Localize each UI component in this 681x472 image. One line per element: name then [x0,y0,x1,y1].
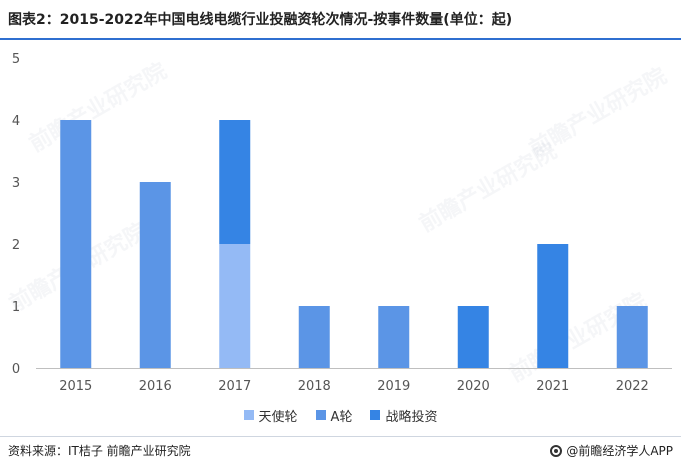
legend-item: A轮 [315,406,353,425]
legend: 天使轮 A轮 战略投资 [0,405,681,425]
bars [60,120,648,368]
x-tick-label: 2022 [616,379,649,394]
bar-2015-series-1 [60,120,92,368]
chart-title: 图表2：2015-2022年中国电线电缆行业投融资轮次情况-按事件数量(单位：起… [8,12,513,28]
bar-2016-series-1 [139,182,171,368]
bar-2022-series-1 [616,306,648,368]
legend-item: 战略投资 [370,406,437,425]
y-tick-label: 5 [12,52,20,67]
x-tick-label: 2016 [139,379,172,394]
title-divider [0,38,681,40]
legend-swatch [243,410,254,420]
legend-label: 天使轮 [258,409,298,425]
legend-label: 战略投资 [385,409,438,425]
y-tick-label: 4 [12,114,20,129]
y-tick-label: 2 [12,238,20,253]
bar-2020-series-2 [457,306,489,368]
bar-2018-series-1 [298,306,330,368]
footer-divider [0,436,681,437]
legend-swatch [315,410,326,420]
y-tick-label: 0 [12,362,20,377]
bar-chart: 0 1 2 3 4 5 2015 2016 2017 2018 2019 2020 2021 2022 [12,52,672,394]
brand: @前瞻经济学人APP [550,442,673,459]
x-tick-label: 2018 [298,379,331,394]
brand-text: @前瞻经济学人APP [566,444,673,458]
y-axis: 0 1 2 3 4 5 [12,52,20,377]
bar-2021-series-2 [537,244,569,368]
legend-item: 天使轮 [243,406,298,425]
x-tick-label: 2020 [457,379,490,394]
x-tick-label: 2019 [377,379,410,394]
legend-label: A轮 [330,409,353,425]
x-tick-label: 2015 [59,379,92,394]
legend-swatch [370,410,381,420]
y-tick-label: 3 [12,176,20,191]
brand-logo-icon [550,444,563,457]
source-text: 资料来源：IT桔子 前瞻产业研究院 [8,444,191,458]
y-tick-label: 1 [12,300,20,315]
bar-2017-series-2 [219,120,251,244]
x-tick-label: 2021 [536,379,569,394]
bar-2017-series-0 [219,244,251,368]
bar-2019-series-1 [378,306,410,368]
x-axis: 2015 2016 2017 2018 2019 2020 2021 2022 [59,379,649,394]
x-tick-label: 2017 [218,379,251,394]
